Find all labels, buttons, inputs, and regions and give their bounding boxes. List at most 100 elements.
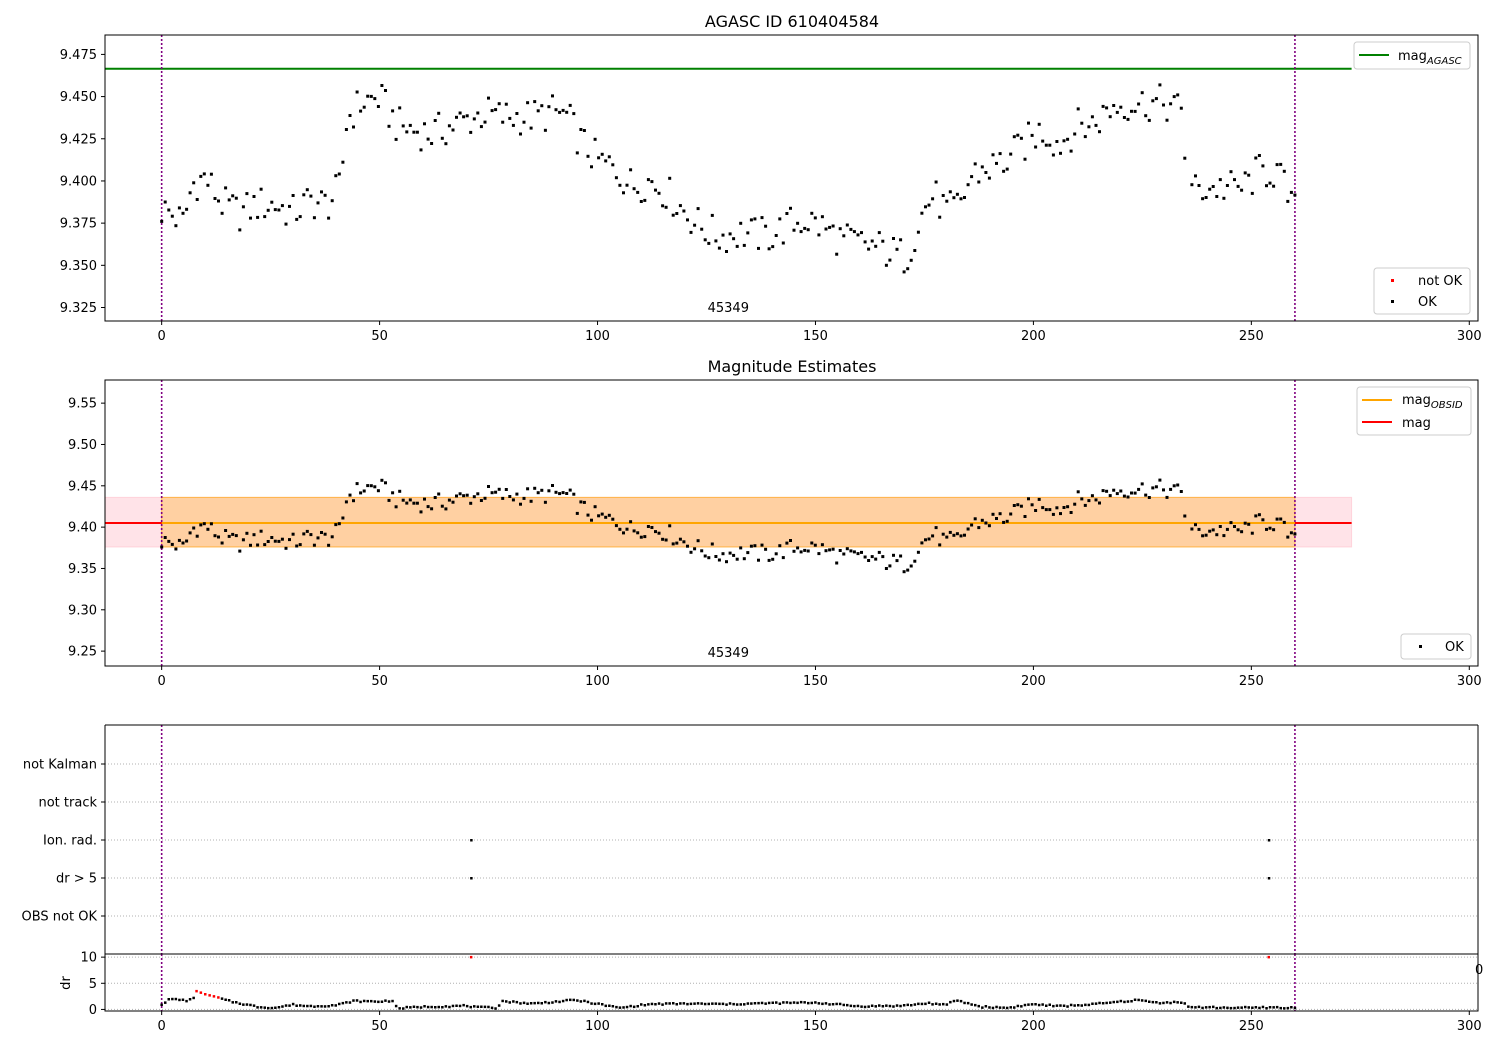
agasc-ok-point-118	[579, 128, 583, 131]
agasc-ok-point-101	[519, 132, 522, 136]
dr-ok-point-253	[1084, 1003, 1087, 1007]
mag-ok-point-171	[767, 558, 771, 562]
agasc-ok-point-102	[522, 120, 526, 124]
agasc-ok-point-23	[241, 205, 245, 209]
agasc-ok-point-244	[1027, 121, 1030, 125]
agasc-ok-point-3	[170, 214, 174, 218]
agasc-ok-point-296	[1215, 195, 1219, 198]
mag-ok-point-119	[582, 500, 586, 504]
agasc-ok-point-181	[803, 226, 807, 230]
agasc-ok-point-18	[224, 186, 228, 190]
agasc-ok-point-38	[295, 217, 299, 221]
agasc-ok-point-254	[1062, 139, 1066, 143]
dr-ok-point-150	[718, 1002, 721, 1006]
mag-ok-point-116	[572, 492, 576, 496]
flags-panel: not Kalman not track Ion. rad. dr > 5 OBS no…	[22, 724, 1483, 978]
agasc-ok-point-156	[714, 239, 718, 243]
mag-ok-point-242	[1019, 504, 1023, 508]
agasc-ok-point-210	[906, 267, 910, 271]
mag-estimates-marker-legend: OK	[1400, 633, 1472, 660]
dr-ok-point-97	[529, 1002, 533, 1005]
agasc-ok-point-152	[700, 227, 704, 231]
mag-ok-point-263	[1094, 498, 1098, 502]
mag-ok-point-35	[284, 546, 288, 550]
mag-ok-point-33	[277, 539, 281, 543]
mag-ok-point-60	[373, 485, 377, 489]
dr-ok-point-78	[462, 1003, 465, 1007]
mag-ok-point-278	[1147, 496, 1151, 499]
agasc-ok-point-305	[1247, 173, 1251, 177]
dr-ok-point-113	[586, 1000, 590, 1004]
mag-ok-point-126	[607, 513, 611, 517]
mag-ok-point-93	[490, 491, 494, 495]
mag-ok-point-293	[1204, 533, 1208, 537]
mag-ok-point-306	[1250, 531, 1254, 535]
mag-ok-point-173	[774, 552, 778, 556]
dr-ok-point-63	[409, 1006, 412, 1009]
dr-ok-point-294	[1229, 1006, 1233, 1010]
dr-ok-point-41	[330, 1004, 334, 1007]
mag-ok-point-149	[689, 550, 693, 554]
agasc-ok-point-40	[302, 193, 306, 197]
agasc-ok-point-264	[1098, 130, 1101, 134]
agasc-ok-point-208	[899, 238, 903, 242]
mag-ok-point-258	[1076, 490, 1080, 494]
dr-ok-point-247	[1062, 1004, 1066, 1007]
dr-ok-point-194	[874, 1005, 877, 1008]
agasc-ok-point-205	[888, 258, 892, 262]
mag-ok-point-189	[831, 547, 835, 551]
agasc-ok-point-7	[185, 207, 189, 211]
agasc-ok-point-25	[249, 216, 252, 220]
dr-ok-point-112	[583, 999, 586, 1003]
flag-point-2	[470, 877, 473, 880]
dr-ok-point-42	[334, 1004, 337, 1007]
dr-ok-point-195	[878, 1004, 881, 1007]
agasc-ok-point-307	[1254, 156, 1258, 160]
dr-ok-point-3	[171, 997, 174, 1001]
dr-ok-point-77	[458, 1004, 462, 1008]
mag-ok-point-95	[497, 487, 501, 491]
agasc-ok-point-21	[234, 196, 238, 200]
dr-ok-point-66	[419, 1006, 423, 1009]
dr-ok-point-26	[277, 1006, 281, 1009]
dr-ok-point-47	[352, 999, 355, 1002]
dr-ok-point-226	[988, 1006, 991, 1009]
agasc-ok-point-188	[828, 225, 832, 229]
mag-ok-point-106	[536, 491, 540, 495]
agasc-ok-point-27	[256, 215, 260, 219]
dr-ok-point-117	[601, 1003, 604, 1006]
dr-ok-point-57	[387, 1000, 391, 1003]
dr-ok-point-134	[661, 1003, 664, 1006]
mag-ok-point-37	[291, 532, 295, 536]
agasc-ok-point-252	[1055, 140, 1059, 143]
agasc-ok-point-103	[526, 101, 530, 105]
agasc-ok-point-159	[725, 250, 728, 253]
dr-ok-point-190	[860, 1005, 863, 1008]
mag-ok-point-83	[455, 494, 458, 498]
agasc-ok-point-145	[675, 212, 679, 215]
dr-not-ok-point-4	[212, 995, 216, 998]
dr-ok-point-80	[469, 1005, 472, 1009]
agasc-ok-point-135	[639, 200, 643, 203]
dr-xtick-label-0: 0	[158, 1019, 166, 1034]
mag-ok-point-184	[813, 543, 817, 547]
mag-ok-point-275	[1137, 487, 1141, 491]
agasc-ok-point-109	[547, 105, 551, 109]
dr-ok-point-286	[1201, 1006, 1204, 1010]
agasc-ok-point-278	[1147, 118, 1151, 122]
mag-ok-point-292	[1201, 534, 1205, 538]
mag-ok-point-8	[188, 531, 192, 535]
mag-ok-point-94	[494, 490, 498, 494]
agasc-ytick-label-4: 9.425	[60, 132, 97, 147]
mag-ok-point-269	[1115, 492, 1119, 496]
mag-ok-point-272	[1126, 495, 1130, 499]
agasc-ok-point-61	[376, 105, 380, 108]
agasc-ok-point-283	[1165, 118, 1169, 122]
dr-ok-point-33	[302, 1004, 305, 1008]
dr-ok-point-95	[522, 1001, 526, 1005]
agasc-ok-point-52	[344, 128, 348, 131]
agasc-ok-point-126	[607, 155, 611, 159]
agasc-ok-point-282	[1162, 103, 1165, 107]
dr-ok-point-161	[757, 1001, 760, 1005]
mag-ok-point-317	[1289, 531, 1293, 535]
